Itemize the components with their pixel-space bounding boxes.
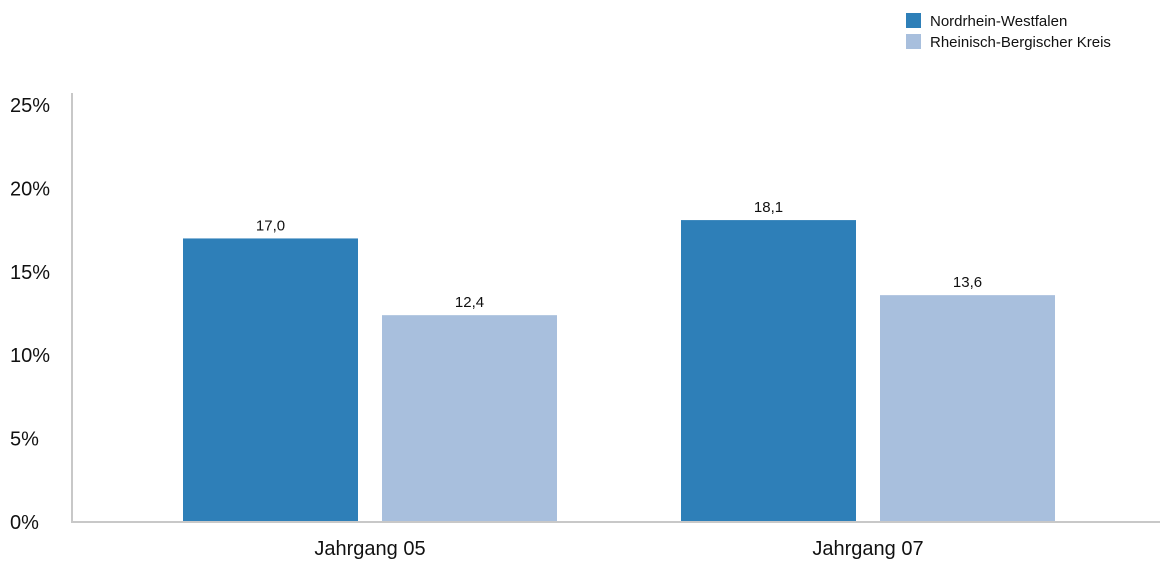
legend-label: Rheinisch-Bergischer Kreis <box>930 34 1111 51</box>
y-tick-label: 20% <box>10 178 50 200</box>
data-label: 12,4 <box>455 294 484 311</box>
legend-swatch-rheinisch-bergischer-kreis <box>906 34 921 49</box>
y-tick-label: 15% <box>10 262 50 284</box>
x-axis: Jahrgang 05 Jahrgang 07 <box>71 521 1160 560</box>
data-label: 17,0 <box>256 217 285 234</box>
legend-label: Nordrhein-Westfalen <box>930 13 1067 30</box>
x-tick-label: Jahrgang 05 <box>314 538 425 560</box>
bar-rheinisch-bergischer-kreis-jahrgang-05 <box>382 315 557 522</box>
bar-nordrhein-westfalen-jahrgang-05 <box>183 238 358 522</box>
bar-nordrhein-westfalen-jahrgang-07 <box>681 220 856 523</box>
legend-swatch-nordrhein-westfalen <box>906 13 921 28</box>
y-tick-label: 5% <box>10 429 39 451</box>
x-tick-label: Jahrgang 07 <box>812 538 923 560</box>
legend: Nordrhein-Westfalen Rheinisch-Bergischer … <box>906 13 1111 51</box>
y-tick-label: 10% <box>10 345 50 367</box>
y-tick-label: 25% <box>10 95 50 117</box>
y-tick-label: 0% <box>10 512 39 534</box>
bar-rheinisch-bergischer-kreis-jahrgang-07 <box>880 295 1055 522</box>
data-label: 13,6 <box>953 274 982 291</box>
y-axis: 0% 5% 10% 15% 20% 25% <box>10 93 73 534</box>
bars: 17,0 12,4 18,1 13,6 <box>183 199 1055 523</box>
data-label: 18,1 <box>754 199 783 216</box>
